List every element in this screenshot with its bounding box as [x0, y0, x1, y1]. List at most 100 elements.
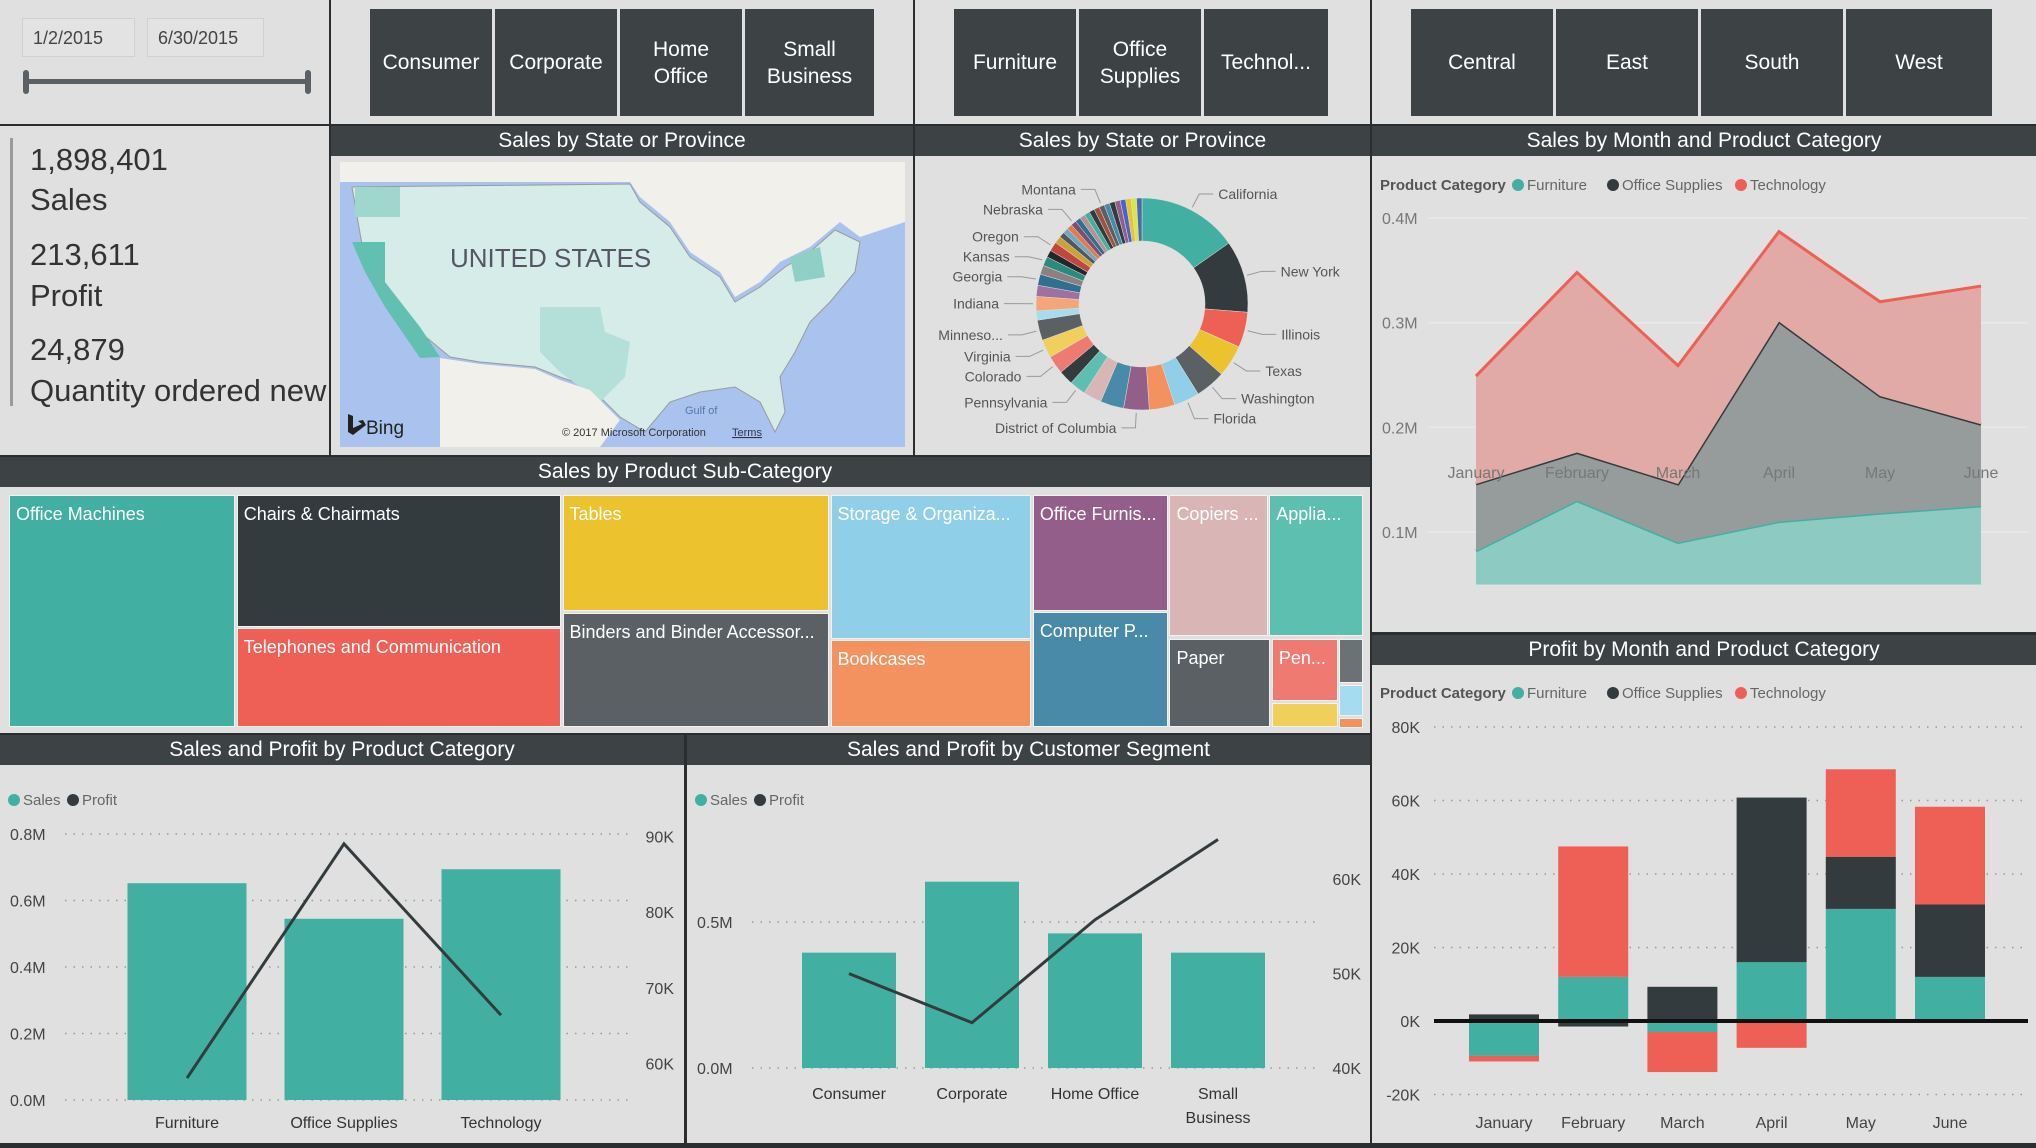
map-terms-link[interactable]: Terms	[732, 427, 762, 439]
legend-label: Office Supplies	[1622, 685, 1723, 702]
sales-bar[interactable]	[925, 881, 1019, 1068]
slider-start-handle[interactable]	[23, 70, 29, 94]
slicer-west[interactable]: West	[1846, 9, 1992, 116]
stacked-bar-segment[interactable]	[1736, 962, 1807, 1021]
profit-chart-title: Profit by Month and Product Category	[1372, 635, 2036, 665]
treemap-cell[interactable]: Paper	[1169, 639, 1271, 727]
y-left-tick-label: 0.6M	[10, 894, 46, 911]
treemap-cell[interactable]	[1271, 703, 1338, 727]
stacked-bar-segment[interactable]	[1825, 769, 1896, 857]
stacked-bar-segment[interactable]	[1915, 976, 1985, 1021]
y-right-tick-label: 60K	[1333, 872, 1362, 889]
treemap-cell[interactable]: Applia...	[1269, 495, 1363, 637]
treemap-cell-label: Telephones and Communication	[243, 637, 501, 658]
x-tick-label: March	[1656, 465, 1700, 482]
end-date-input[interactable]: 6/30/2015	[147, 18, 264, 57]
stacked-bar-segment[interactable]	[1736, 1021, 1807, 1048]
stacked-bar-segment[interactable]	[1558, 846, 1629, 977]
treemap-cell[interactable]: Chairs & Chairmats	[236, 495, 561, 628]
donut-label: Oregon	[972, 229, 1019, 245]
slicer-home-office[interactable]: Home Office	[620, 9, 742, 116]
stacked-bar-segment[interactable]	[1825, 908, 1896, 1021]
donut-leader-line	[1014, 256, 1043, 261]
x-tick-label: Home Office	[1051, 1086, 1140, 1103]
stacked-bar-segment[interactable]	[1469, 1021, 1539, 1056]
segment-combo-title: Sales and Profit by Customer Segment	[687, 735, 1370, 765]
start-date-input[interactable]: 1/2/2015	[22, 18, 135, 57]
sales-bar[interactable]	[1048, 933, 1142, 1068]
slicer-south[interactable]: South	[1701, 9, 1843, 116]
donut-label: Montana	[1021, 181, 1076, 197]
stacked-bar-segment[interactable]	[1647, 986, 1718, 1021]
x-tick-label: June	[1964, 465, 1999, 482]
slicer-east[interactable]: East	[1556, 9, 1698, 116]
stacked-bar-segment[interactable]	[1736, 797, 1807, 963]
slicer-furniture[interactable]: Furniture	[954, 9, 1076, 116]
treemap-cell[interactable]: Office Machines	[9, 495, 235, 727]
treemap-cell-label: Applia...	[1276, 504, 1342, 524]
slicer-office-supplies[interactable]: Office Supplies	[1079, 9, 1201, 116]
treemap-cell-label: Copiers ...	[1176, 504, 1259, 524]
stacked-bar-segment[interactable]	[1558, 976, 1629, 1021]
treemap-title: Sales by Product Sub-Category	[0, 457, 1370, 487]
x-tick-label: Furniture	[155, 1115, 219, 1132]
treemap-cell[interactable]: Copiers ...	[1169, 495, 1268, 637]
y-right-tick-label: 40K	[1333, 1061, 1362, 1078]
treemap-cell-label: Chairs & Chairmats	[243, 504, 400, 524]
x-tick-label: Technology	[461, 1115, 542, 1132]
sales-bar[interactable]	[1171, 952, 1265, 1068]
donut-leader-line	[1052, 390, 1077, 403]
legend-marker	[67, 794, 79, 806]
treemap-chart: Office Machines Chairs & Chairmats Telepho…	[9, 495, 1363, 728]
sales-bar[interactable]	[127, 883, 247, 1100]
donut-leader-line	[1121, 412, 1137, 429]
slicer-corporate[interactable]: Corporate	[495, 9, 617, 116]
slicer-consumer[interactable]: Consumer	[370, 9, 492, 116]
date-range-slider[interactable]	[26, 79, 308, 84]
donut-label: Illinois	[1281, 326, 1320, 342]
y-left-tick-label: 0.0M	[10, 1093, 46, 1110]
sales-bar[interactable]	[441, 869, 561, 1100]
donut-leader-line	[1080, 188, 1101, 204]
stacked-bar-segment[interactable]	[1558, 1021, 1629, 1027]
legend-label: Furniture	[1527, 177, 1587, 194]
legend-marker	[1512, 687, 1524, 699]
treemap-cell[interactable]	[1339, 639, 1363, 683]
legend-label: Furniture	[1527, 685, 1587, 702]
x-tick-label-line: Small	[1198, 1086, 1238, 1103]
y-tick-label: -20K	[1386, 1088, 1420, 1105]
sales-bar[interactable]	[284, 918, 404, 1100]
treemap-cell[interactable]	[1339, 717, 1363, 728]
stacked-bar-segment[interactable]	[1647, 1032, 1718, 1073]
stacked-bar-segment[interactable]	[1469, 1055, 1539, 1062]
treemap-cell[interactable]: Pen...	[1271, 639, 1338, 702]
treemap-cell[interactable]: Storage & Organiza...	[830, 495, 1032, 640]
treemap-cell[interactable]: Computer P...	[1032, 612, 1168, 727]
sales-map[interactable]: UNITED STATES Bing Gulf of © 2017 Micros…	[340, 162, 905, 447]
treemap-cell[interactable]	[1339, 684, 1363, 717]
treemap-cell[interactable]: Binders and Binder Accessor...	[562, 612, 829, 727]
treemap-cell-label: Storage & Organiza...	[837, 504, 1011, 524]
treemap-cell[interactable]: Telephones and Communication	[236, 628, 561, 727]
stacked-bar-segment[interactable]	[1469, 1014, 1539, 1021]
slider-end-handle[interactable]	[305, 70, 311, 94]
slicer-technology[interactable]: Technol...	[1204, 9, 1328, 116]
treemap-cell[interactable]: Office Furnis...	[1032, 495, 1168, 611]
texas-region	[540, 307, 630, 402]
stacked-bar-segment[interactable]	[1825, 856, 1896, 909]
slicer-small-business[interactable]: Small Business	[745, 9, 874, 116]
slicer-central[interactable]: Central	[1411, 9, 1553, 116]
treemap-cell[interactable]: Tables	[562, 495, 829, 612]
treemap-cell-label: Bookcases	[837, 649, 926, 670]
category-slicer: Furniture Office Supplies Technol...	[915, 0, 1370, 124]
treemap-cell[interactable]: Bookcases	[830, 640, 1032, 727]
kpi-profit-value: 213,611	[30, 237, 140, 272]
x-tick-label: June	[1933, 1115, 1968, 1132]
stacked-bar-segment[interactable]	[1915, 806, 1985, 905]
stacked-bar-segment[interactable]	[1647, 1021, 1718, 1033]
treemap-cell-label: Computer P...	[1039, 621, 1149, 642]
y-left-tick-label: 0.8M	[10, 827, 46, 844]
sales-bar[interactable]	[802, 952, 896, 1068]
stacked-bar-segment[interactable]	[1915, 904, 1985, 977]
donut-label: Georgia	[952, 269, 1002, 285]
